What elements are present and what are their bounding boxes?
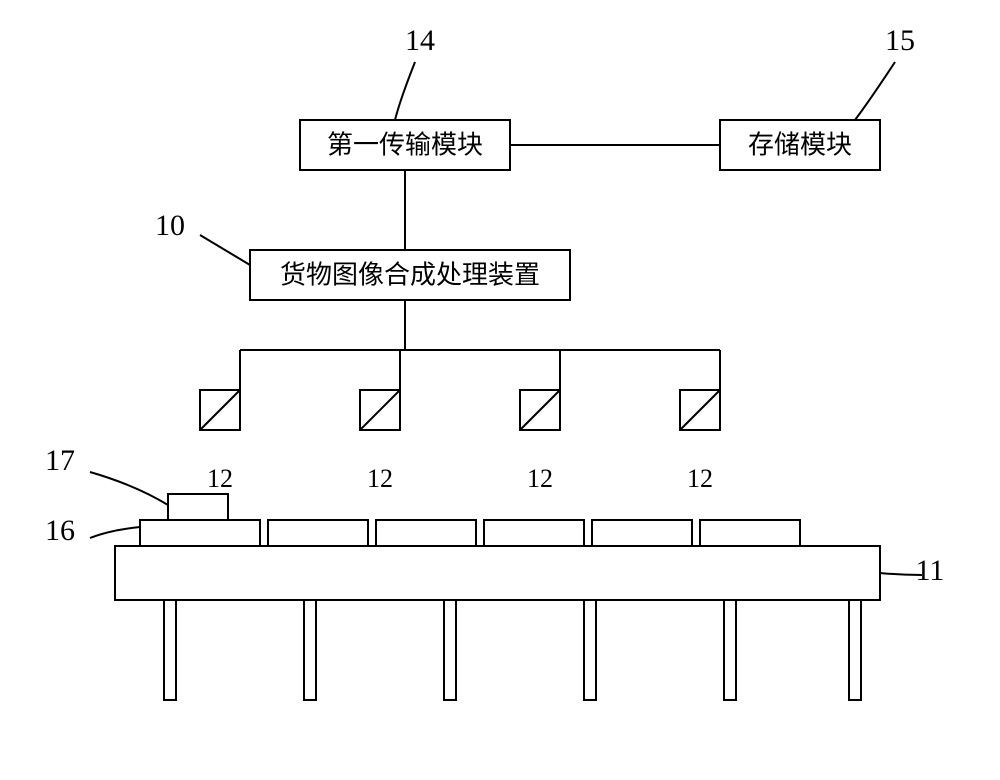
box-10-label: 货物图像合成处理装置 xyxy=(280,261,540,290)
label-14-leader xyxy=(395,62,415,120)
conveyor-leg-5 xyxy=(849,600,861,700)
camera-1-label: 12 xyxy=(367,464,393,493)
label-16: 16 xyxy=(45,514,75,547)
camera-3-diag xyxy=(680,390,720,430)
box-14-label: 第一传输模块 xyxy=(327,131,483,160)
label-11: 11 xyxy=(916,554,945,587)
box-17 xyxy=(168,494,228,520)
camera-2-diag xyxy=(520,390,560,430)
label-17-leader xyxy=(90,472,168,505)
label-14: 14 xyxy=(405,24,435,57)
conveyor-leg-1 xyxy=(304,600,316,700)
conveyor-slot-0 xyxy=(140,520,260,546)
conveyor-slot-3 xyxy=(484,520,584,546)
conveyor-belt xyxy=(115,546,880,600)
label-17: 17 xyxy=(45,444,75,477)
label-15-leader xyxy=(855,62,895,120)
camera-0-diag xyxy=(200,390,240,430)
conveyor-leg-3 xyxy=(584,600,596,700)
conveyor-slot-2 xyxy=(376,520,476,546)
conveyor-slot-4 xyxy=(592,520,692,546)
camera-1-diag xyxy=(360,390,400,430)
conveyor-slot-1 xyxy=(268,520,368,546)
label-15: 15 xyxy=(885,24,915,57)
conveyor-leg-4 xyxy=(724,600,736,700)
conveyor-leg-2 xyxy=(444,600,456,700)
camera-2-label: 12 xyxy=(527,464,553,493)
box-15-label: 存储模块 xyxy=(748,131,852,160)
label-16-leader xyxy=(90,527,140,538)
conveyor-slot-5 xyxy=(700,520,800,546)
label-10-leader xyxy=(200,235,250,265)
camera-3-label: 12 xyxy=(687,464,713,493)
conveyor-leg-0 xyxy=(164,600,176,700)
label-10: 10 xyxy=(155,209,185,242)
camera-0-label: 12 xyxy=(207,464,233,493)
